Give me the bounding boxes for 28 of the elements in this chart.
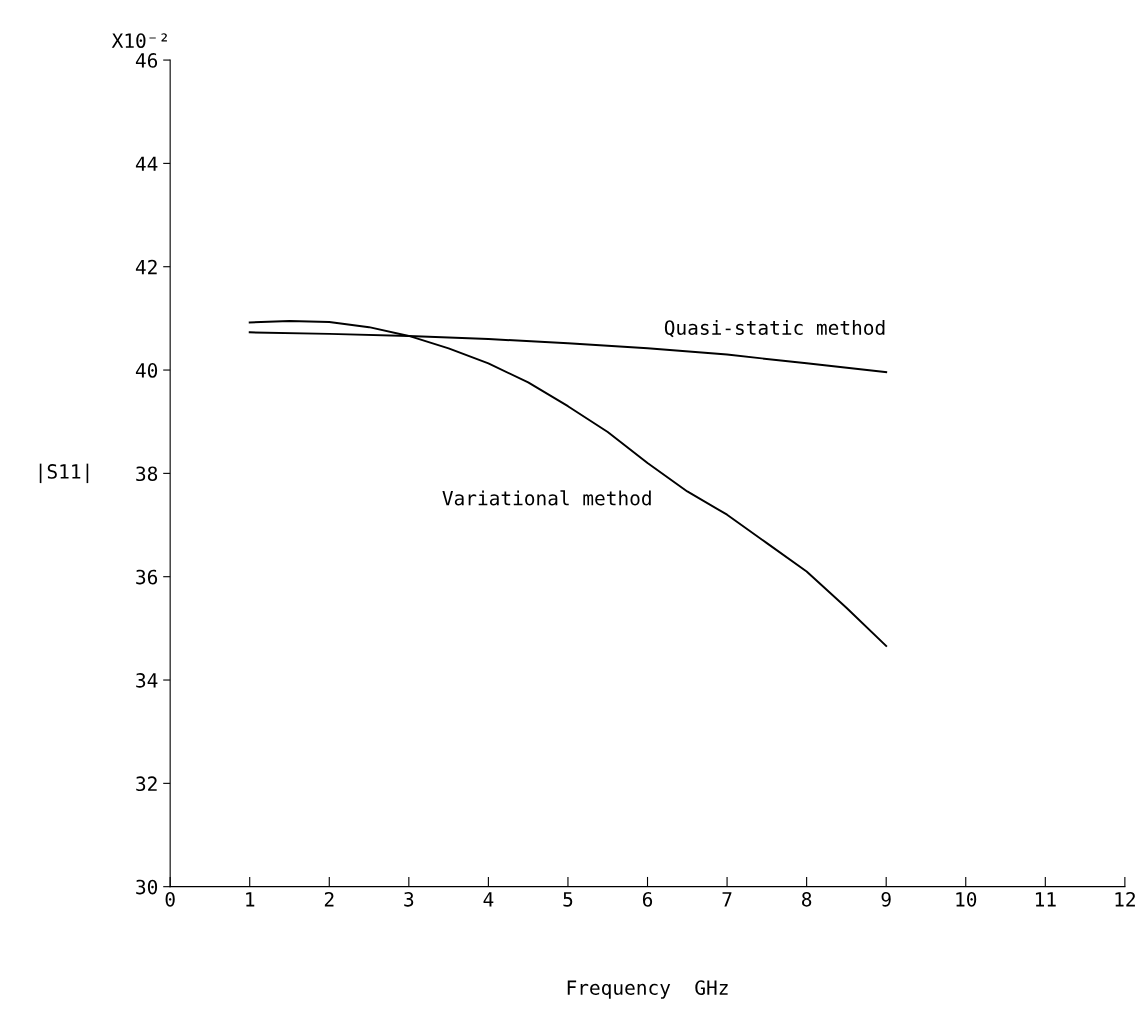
series-label: Variational method: [442, 490, 651, 506]
y-tick-label: 36: [136, 569, 158, 585]
y-tick-label: 34: [136, 673, 158, 688]
x-tick-label: 7: [722, 892, 732, 907]
x-tick-label: 6: [642, 891, 653, 907]
y-tick-label: 38: [136, 466, 158, 482]
x-tick-label: 4: [483, 892, 494, 907]
line-series: [248, 319, 888, 647]
x-tick-label: 1: [246, 892, 255, 907]
x-tick-label: 5: [563, 892, 573, 907]
series-label: Quasi-static method: [664, 319, 885, 338]
y-tick-label: 46: [135, 53, 158, 68]
text: X10⁻²: [111, 33, 167, 49]
y-tick-label: 42: [135, 259, 157, 275]
x-tick-label: 8: [802, 891, 812, 907]
x-tick-label: 9: [881, 891, 891, 907]
y-tick-label: 40: [135, 363, 158, 378]
x-tick-label: 3: [404, 891, 414, 907]
x-tick-label: 12: [1115, 891, 1135, 907]
x-tick-label: 0: [165, 891, 175, 907]
x-tick-label: 10: [956, 891, 977, 907]
y-tick-label: 32: [136, 776, 157, 792]
x-tick-label: 11: [1035, 892, 1056, 907]
y-axis-title: |S11|: [39, 463, 89, 484]
y-tick-label: 30: [136, 879, 158, 895]
x-tick-label: 2: [324, 891, 334, 907]
x-axis-title: Frequency GHz: [567, 980, 728, 999]
y-tick-label: 44: [135, 156, 158, 171]
